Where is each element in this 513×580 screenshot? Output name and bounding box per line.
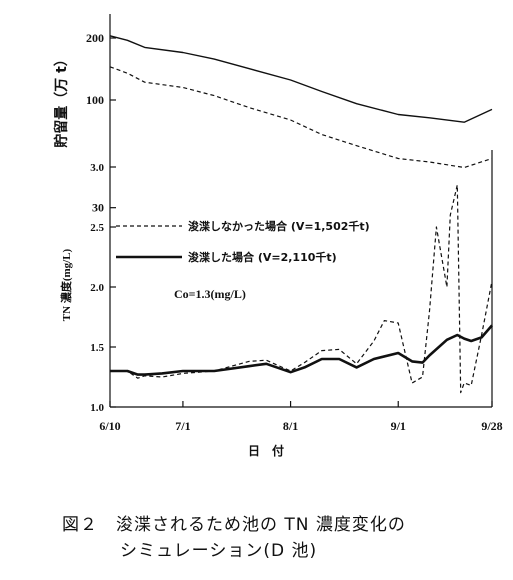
upper-y-tick-label-0: 200 bbox=[86, 31, 104, 45]
lower-solid-series-line bbox=[110, 324, 493, 376]
upper-dashed-series-line bbox=[109, 66, 493, 169]
legend-label-dashed: 浚渫しなかった場合 (V=1,502千t) bbox=[188, 219, 370, 233]
legend-label-solid: 浚渫した場合 (V=2,110千t) bbox=[188, 250, 337, 264]
x-tick-label-0: 6/10 bbox=[99, 419, 120, 433]
figure-caption: 図２ 浚渫されるため池の TN 濃度変化の シミュレーション(D 池) bbox=[62, 512, 502, 564]
lower-dashed-series-line bbox=[110, 184, 493, 394]
upper-series-group bbox=[109, 35, 493, 169]
lower-y-tick-label-4: 3.0 bbox=[90, 162, 104, 174]
x-tick-group: 6/10 7/1 8/1 9/1 9/28 bbox=[99, 401, 503, 433]
caption-number: 図２ bbox=[62, 515, 98, 535]
upper-y-tick-group: 200 100 30 bbox=[86, 31, 116, 215]
x-tick-label-2: 8/1 bbox=[283, 419, 298, 433]
chart-axes bbox=[109, 14, 493, 408]
caption-line-1: 浚渫されるため池の TN 濃度変化の bbox=[116, 515, 406, 535]
upper-y-tick-label-1: 100 bbox=[86, 93, 104, 107]
x-tick-label-1: 7/1 bbox=[175, 419, 190, 433]
upper-y-tick-label-2: 30 bbox=[92, 201, 104, 215]
annotation-co: Co=1.3(mg/L) bbox=[174, 287, 246, 301]
upper-solid-series-line bbox=[109, 35, 493, 123]
x-axis-label: 日 付 bbox=[248, 443, 284, 458]
lower-y-tick-label-2: 2.0 bbox=[90, 282, 104, 294]
lower-series-group bbox=[110, 184, 493, 394]
lower-y-tick-group: 1.0 1.5 2.0 2.5 3.0 bbox=[90, 162, 116, 414]
upper-y-label: 貯留量（万 t） bbox=[53, 52, 70, 148]
lower-y-tick-label-0: 1.0 bbox=[90, 402, 104, 414]
x-tick-label-4: 9/28 bbox=[481, 419, 502, 433]
lower-y-tick-label-3: 2.5 bbox=[90, 222, 104, 234]
caption-line-2: シミュレーション(D 池) bbox=[120, 541, 318, 561]
lower-y-tick-label-1: 1.5 bbox=[90, 342, 104, 354]
lower-y-label: TN 濃度(mg/L) bbox=[59, 248, 73, 321]
x-tick-label-3: 9/1 bbox=[391, 419, 406, 433]
legend: 浚渫しなかった場合 (V=1,502千t) 浚渫した場合 (V=2,110千t)… bbox=[116, 219, 370, 301]
